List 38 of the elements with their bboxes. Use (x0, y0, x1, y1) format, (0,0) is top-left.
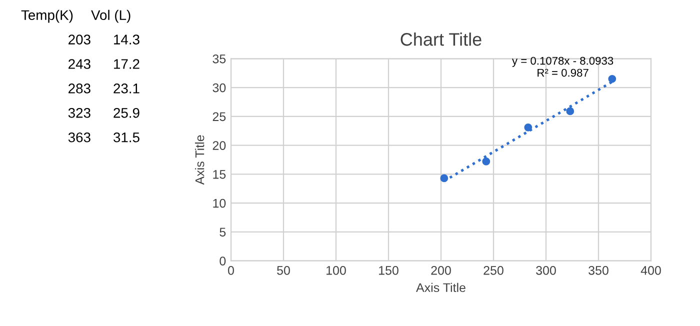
x-tick-label: 400 (640, 266, 661, 275)
text: 31.5 (114, 132, 140, 142)
y-tick-label: 10 (213, 198, 226, 208)
y-tick-label: 0 (220, 256, 226, 266)
x-tick-label: 250 (484, 266, 504, 275)
point (482, 158, 490, 166)
point (566, 107, 574, 116)
x-tick-label: 300 (536, 266, 556, 275)
text: 17.2 (114, 59, 140, 69)
x-tick-label: 100 (326, 266, 346, 275)
x-tick-label: 350 (588, 266, 608, 275)
y-tick-label: 15 (213, 170, 226, 179)
point (440, 174, 448, 182)
text: 243 (68, 59, 90, 69)
y-tick-label: 35 (212, 54, 226, 64)
x-axis-title: Axis Title (416, 282, 466, 292)
y-tick-label: 30 (212, 83, 226, 92)
x-tick-label: 150 (379, 266, 398, 275)
x-tick-label: 200 (431, 266, 451, 275)
text: 25.9 (114, 108, 140, 118)
point (524, 123, 532, 132)
text: 203 (68, 34, 90, 44)
text: 283 (68, 84, 90, 94)
y-tick-label: 5 (220, 228, 226, 237)
x-tick-label: 0 (228, 266, 234, 275)
point (608, 74, 616, 83)
x-tick-label: 50 (277, 266, 290, 275)
y-tick-label: 20 (212, 141, 226, 150)
text: Vol (L) (91, 10, 130, 23)
text: 14.3 (114, 34, 140, 44)
text: 323 (68, 108, 90, 118)
y-axis-title: Axis Title (195, 135, 204, 185)
text: 23.1 (114, 84, 140, 94)
annotation: y = 0.1078x - 8.0933 R² = 0.987 (512, 56, 614, 77)
text: Temp(K) (21, 10, 73, 23)
chart-title: Chart Title (400, 32, 482, 46)
text: 363 (68, 132, 90, 142)
y-tick-label: 25 (212, 112, 226, 122)
